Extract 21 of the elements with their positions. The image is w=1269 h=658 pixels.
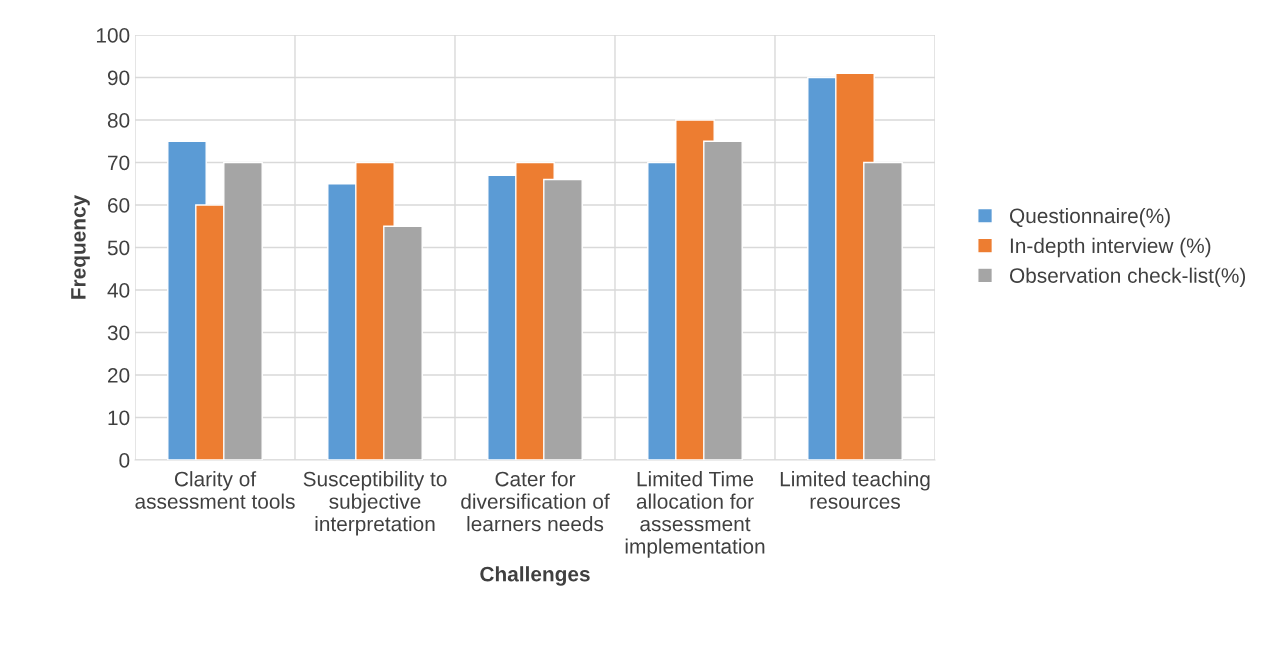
x-tick-label: Cater for diversification of learners needs [461,471,610,532]
y-tick-label: 30 [107,325,130,341]
y-tick-label: 60 [108,198,130,213]
y-tick-label: 100 [96,28,130,43]
y-tick-label: 40 [107,283,130,298]
x-tick-label: Clarity of assessment tools [135,471,295,509]
x-tick-label: Susceptibility to subjective interpretation [303,471,447,536]
y-tick-label: 50 [107,240,130,256]
y-axis-title: Frequency [71,194,90,299]
legend-label: In-depth interview (%) [1010,237,1211,258]
y-tick-label: 90 [107,70,130,86]
y-tick-label: 20 [108,368,130,383]
x-tick-label: Limited Time allocation for assessment implementation [625,471,765,558]
legend-label: Questionnaire(%) [1009,207,1170,228]
y-tick-label: 70 [108,155,130,171]
y-tick-label: 80 [107,113,130,128]
legend-label: Observation check-list(%) [1009,267,1246,288]
x-tick-label: Limited teaching resources [780,471,930,509]
x-axis-title: Challenges [480,566,590,586]
y-tick-label: 10 [108,410,130,426]
y-tick-label: 0 [119,453,130,468]
